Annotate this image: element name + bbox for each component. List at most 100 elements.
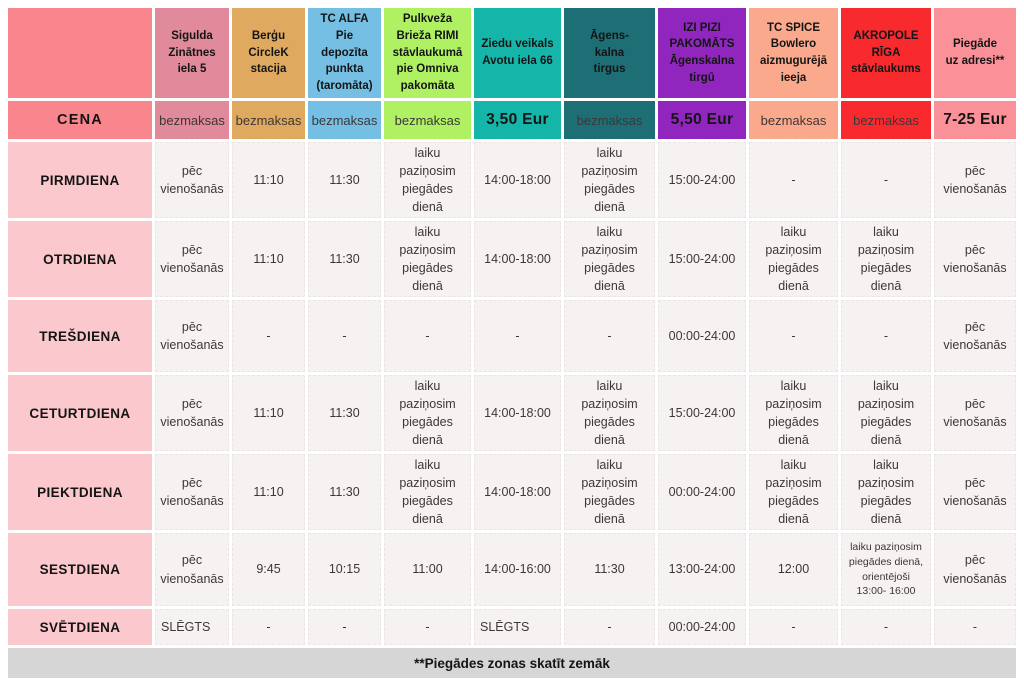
schedule-cell-otrdiena-tc-alfa: 11:30 <box>308 221 381 297</box>
table-corner-cell <box>8 8 152 98</box>
column-header-agenskalna-tirgus: Āgens- kalna tirgus <box>564 8 655 98</box>
schedule-cell-piektdiena-akropole: laiku paziņosim piegādes dienā <box>841 454 931 530</box>
schedule-cell-sestdiena-agenskalna-tirgus: 11:30 <box>564 533 655 606</box>
schedule-cell-otrdiena-izi-pizi: 15:00-24:00 <box>658 221 746 297</box>
schedule-cell-sestdiena-sigulda: pēc vienošanās <box>155 533 229 606</box>
schedule-cell-svetdiena-pulkveza-rimi: - <box>384 609 471 645</box>
schedule-cell-pirmdiena-pulkveza-rimi: laiku paziņosim piegādes dienā <box>384 142 471 218</box>
column-header-bergu-circlek: Berģu CircleK stacija <box>232 8 305 98</box>
schedule-cell-ceturtdiena-sigulda: pēc vienošanās <box>155 375 229 451</box>
column-header-tc-spice: TC SPICE Bowlero aizmugurējā ieeja <box>749 8 838 98</box>
row-label-pirmdiena: PIRMDIENA <box>8 142 152 218</box>
schedule-cell-pirmdiena-tc-alfa: 11:30 <box>308 142 381 218</box>
schedule-cell-piektdiena-pulkveza-rimi: laiku paziņosim piegādes dienā <box>384 454 471 530</box>
schedule-cell-piektdiena-ziedu-veikals: 14:00-18:00 <box>474 454 561 530</box>
schedule-cell-pirmdiena-tc-spice: - <box>749 142 838 218</box>
column-header-izi-pizi: IZI PIZI PAKOMĀTS Āgenskalna tirgū <box>658 8 746 98</box>
schedule-cell-tresdiena-pulkveza-rimi: - <box>384 300 471 372</box>
schedule-cell-tresdiena-bergu-circlek: - <box>232 300 305 372</box>
column-header-akropole: AKROPOLE RĪGA stāvlaukums <box>841 8 931 98</box>
schedule-cell-sestdiena-pulkveza-rimi: 11:00 <box>384 533 471 606</box>
schedule-cell-piektdiena-izi-pizi: 00:00-24:00 <box>658 454 746 530</box>
schedule-cell-ceturtdiena-akropole: laiku paziņosim piegādes dienā <box>841 375 931 451</box>
schedule-cell-svetdiena-tc-alfa: - <box>308 609 381 645</box>
schedule-cell-pirmdiena-piegade-adrese: pēc vienošanās <box>934 142 1016 218</box>
price-cell-agenskalna-tirgus: bezmaksas <box>564 101 655 139</box>
schedule-cell-svetdiena-bergu-circlek: - <box>232 609 305 645</box>
schedule-cell-piektdiena-tc-alfa: 11:30 <box>308 454 381 530</box>
schedule-cell-otrdiena-piegade-adrese: pēc vienošanās <box>934 221 1016 297</box>
schedule-cell-tresdiena-agenskalna-tirgus: - <box>564 300 655 372</box>
schedule-cell-pirmdiena-izi-pizi: 15:00-24:00 <box>658 142 746 218</box>
schedule-cell-otrdiena-akropole: laiku paziņosim piegādes dienā <box>841 221 931 297</box>
schedule-cell-sestdiena-piegade-adrese: pēc vienošanās <box>934 533 1016 606</box>
schedule-cell-tresdiena-sigulda: pēc vienošanās <box>155 300 229 372</box>
schedule-cell-piektdiena-tc-spice: laiku paziņosim piegādes dienā <box>749 454 838 530</box>
schedule-cell-tresdiena-ziedu-veikals: - <box>474 300 561 372</box>
schedule-cell-otrdiena-tc-spice: laiku paziņosim piegādes dienā <box>749 221 838 297</box>
schedule-grid: Sigulda Zinātnes iela 5 Berģu CircleK sta… <box>8 8 1016 645</box>
schedule-cell-svetdiena-agenskalna-tirgus: - <box>564 609 655 645</box>
row-label-ceturtdiena: CETURTDIENA <box>8 375 152 451</box>
schedule-cell-svetdiena-tc-spice: - <box>749 609 838 645</box>
schedule-cell-sestdiena-ziedu-veikals: 14:00-16:00 <box>474 533 561 606</box>
schedule-cell-piektdiena-piegade-adrese: pēc vienošanās <box>934 454 1016 530</box>
schedule-cell-ceturtdiena-pulkveza-rimi: laiku paziņosim piegādes dienā <box>384 375 471 451</box>
schedule-cell-otrdiena-pulkveza-rimi: laiku paziņosim piegādes dienā <box>384 221 471 297</box>
column-header-piegade-adrese: Piegāde uz adresi** <box>934 8 1016 98</box>
schedule-cell-ceturtdiena-izi-pizi: 15:00-24:00 <box>658 375 746 451</box>
row-label-otrdiena: OTRDIENA <box>8 221 152 297</box>
schedule-cell-tresdiena-tc-alfa: - <box>308 300 381 372</box>
schedule-cell-otrdiena-ziedu-veikals: 14:00-18:00 <box>474 221 561 297</box>
schedule-cell-svetdiena-akropole: - <box>841 609 931 645</box>
column-header-tc-alfa: TC ALFA Pie depozīta punkta (taromāta) <box>308 8 381 98</box>
row-label-tresdiena: TREŠDIENA <box>8 300 152 372</box>
schedule-cell-pirmdiena-agenskalna-tirgus: laiku paziņosim piegādes dienā <box>564 142 655 218</box>
schedule-cell-otrdiena-bergu-circlek: 11:10 <box>232 221 305 297</box>
price-cell-pulkveza-rimi: bezmaksas <box>384 101 471 139</box>
schedule-cell-sestdiena-bergu-circlek: 9:45 <box>232 533 305 606</box>
schedule-cell-tresdiena-izi-pizi: 00:00-24:00 <box>658 300 746 372</box>
footer-note: **Piegādes zonas skatīt zemāk <box>8 648 1016 678</box>
schedule-cell-piektdiena-bergu-circlek: 11:10 <box>232 454 305 530</box>
schedule-cell-pirmdiena-ziedu-veikals: 14:00-18:00 <box>474 142 561 218</box>
column-header-ziedu-veikals: Ziedu veikals Avotu iela 66 <box>474 8 561 98</box>
schedule-cell-ceturtdiena-tc-spice: laiku paziņosim piegādes dienā <box>749 375 838 451</box>
schedule-cell-ceturtdiena-tc-alfa: 11:30 <box>308 375 381 451</box>
row-label-sestdiena: SESTDIENA <box>8 533 152 606</box>
row-label-piektdiena: PIEKTDIENA <box>8 454 152 530</box>
schedule-cell-tresdiena-piegade-adrese: pēc vienošanās <box>934 300 1016 372</box>
schedule-cell-sestdiena-tc-spice: 12:00 <box>749 533 838 606</box>
schedule-cell-otrdiena-agenskalna-tirgus: laiku paziņosim piegādes dienā <box>564 221 655 297</box>
price-cell-tc-alfa: bezmaksas <box>308 101 381 139</box>
price-cell-bergu-circlek: bezmaksas <box>232 101 305 139</box>
column-header-sigulda: Sigulda Zinātnes iela 5 <box>155 8 229 98</box>
schedule-cell-piektdiena-agenskalna-tirgus: laiku paziņosim piegādes dienā <box>564 454 655 530</box>
schedule-cell-pirmdiena-sigulda: pēc vienošanās <box>155 142 229 218</box>
schedule-cell-tresdiena-akropole: - <box>841 300 931 372</box>
price-cell-akropole: bezmaksas <box>841 101 931 139</box>
price-cell-piegade-adrese: 7-25 Eur <box>934 101 1016 139</box>
price-row-label: CENA <box>8 101 152 139</box>
price-cell-sigulda: bezmaksas <box>155 101 229 139</box>
schedule-cell-tresdiena-tc-spice: - <box>749 300 838 372</box>
schedule-cell-svetdiena-piegade-adrese: - <box>934 609 1016 645</box>
schedule-cell-sestdiena-izi-pizi: 13:00-24:00 <box>658 533 746 606</box>
schedule-cell-ceturtdiena-piegade-adrese: pēc vienošanās <box>934 375 1016 451</box>
schedule-cell-svetdiena-sigulda: SLĒGTS <box>155 609 229 645</box>
price-cell-izi-pizi: 5,50 Eur <box>658 101 746 139</box>
price-cell-ziedu-veikals: 3,50 Eur <box>474 101 561 139</box>
schedule-cell-otrdiena-sigulda: pēc vienošanās <box>155 221 229 297</box>
schedule-cell-ceturtdiena-bergu-circlek: 11:10 <box>232 375 305 451</box>
schedule-cell-piektdiena-sigulda: pēc vienošanās <box>155 454 229 530</box>
schedule-cell-pirmdiena-bergu-circlek: 11:10 <box>232 142 305 218</box>
row-label-svetdiena: SVĒTDIENA <box>8 609 152 645</box>
schedule-cell-ceturtdiena-ziedu-veikals: 14:00-18:00 <box>474 375 561 451</box>
column-header-pulkveza-rimi: Pulkveža Brieža RIMI stāvlaukumā pie Omn… <box>384 8 471 98</box>
schedule-cell-svetdiena-ziedu-veikals: SLĒGTS <box>474 609 561 645</box>
schedule-cell-sestdiena-tc-alfa: 10:15 <box>308 533 381 606</box>
schedule-cell-svetdiena-izi-pizi: 00:00-24:00 <box>658 609 746 645</box>
schedule-cell-pirmdiena-akropole: - <box>841 142 931 218</box>
schedule-cell-sestdiena-akropole: laiku paziņosim piegādes dienā, orientēj… <box>841 533 931 606</box>
